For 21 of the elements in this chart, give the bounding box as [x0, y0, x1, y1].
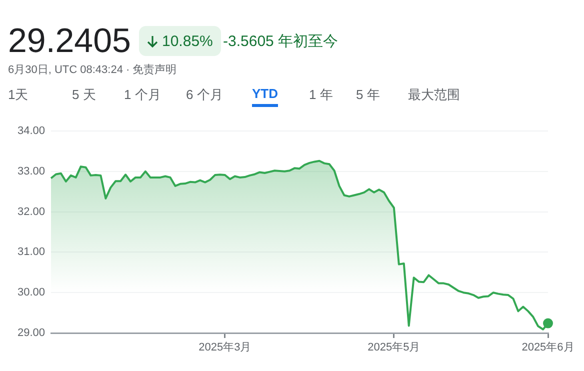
- text: 10.85%: [162, 32, 213, 50]
- text: 1天: [8, 86, 28, 104]
- y-tick-label: 32.00: [17, 206, 45, 218]
- y-tick-label: 31.00: [17, 246, 45, 258]
- text: 5 年: [356, 86, 380, 104]
- x-tick-label: 2025年3月: [198, 342, 252, 354]
- text: 1 年: [309, 86, 333, 104]
- y-tick-label: 34.00: [17, 125, 45, 138]
- text: 6 个月: [186, 86, 223, 104]
- text: -3.5605 年初至今: [223, 32, 338, 51]
- text: 5 天: [72, 86, 96, 104]
- text: 最大范围: [408, 86, 460, 104]
- chart-title: 29.2405: [8, 22, 131, 61]
- y-tick-label: 29.00: [17, 327, 45, 340]
- x-tick-label: 2025年6月: [522, 342, 574, 354]
- text: YTD: [252, 86, 278, 107]
- y-tick-label: 33.00: [17, 165, 45, 178]
- x-tick-label: 2025年5月: [368, 342, 420, 354]
- text: 1 个月: [124, 86, 161, 104]
- y-tick-label: 30.00: [17, 286, 45, 299]
- text: 6月30日, UTC 08:43:24 · 免责声明: [8, 62, 177, 77]
